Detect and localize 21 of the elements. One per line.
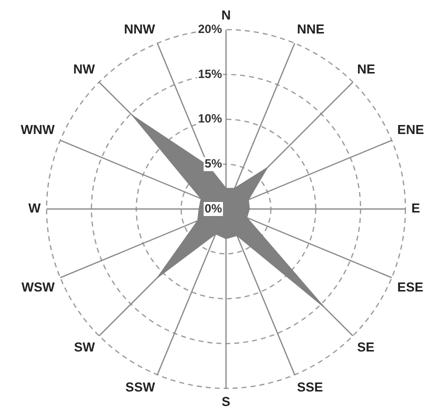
y-tick-label: 15% [198,66,222,81]
y-tick-label: 20% [198,22,222,36]
y-tick-label: 0% [204,201,222,216]
spoke-label: ESE [397,279,424,294]
spoke-label: NW [73,62,96,77]
spoke-label: NNE [296,21,325,36]
y-tick-label: 10% [198,112,222,126]
spoke-label: SW [74,339,96,354]
spoke-label: WNW [20,122,56,137]
spoke-label: SSE [296,380,324,395]
spoke-label: NNW [124,21,156,36]
spoke-label: N [221,7,231,22]
y-tick-label: 5% [204,156,222,170]
spoke-label: E [411,200,420,216]
spoke-label: SE [357,339,375,354]
spoke-label: W [28,200,42,216]
spoke-label: WSW [21,279,56,294]
spoke-label: NE [357,62,376,77]
spoke-label: SSW [125,380,156,395]
spoke-label: S [222,394,231,409]
spoke-label: ENE [397,122,424,137]
